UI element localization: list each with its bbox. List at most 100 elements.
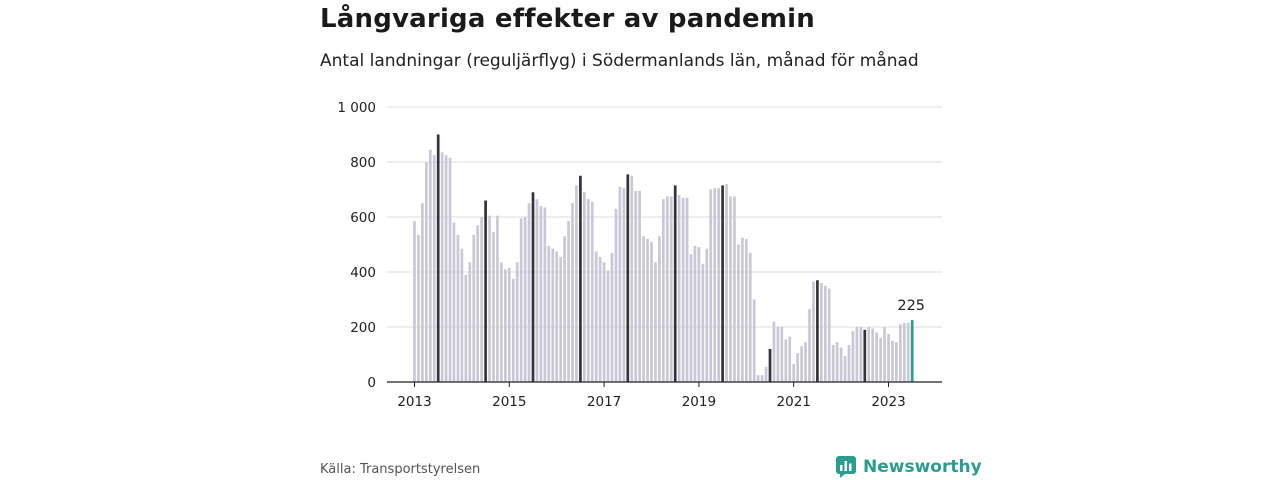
- bar: [638, 190, 641, 383]
- bar: [796, 353, 799, 383]
- bar: [729, 196, 732, 383]
- bar: [906, 322, 910, 383]
- bar: [551, 248, 555, 383]
- bar: [772, 321, 776, 382]
- newsworthy-logo[interactable]: Newsworthy: [835, 455, 982, 479]
- bar: [847, 344, 851, 383]
- bar-july: [863, 329, 867, 382]
- bar: [875, 332, 878, 382]
- bar: [606, 270, 610, 383]
- bar: [776, 327, 780, 382]
- bar: [440, 152, 444, 383]
- bar: [792, 364, 796, 383]
- bar: [567, 221, 570, 383]
- bar: [583, 192, 586, 382]
- bar: [867, 327, 871, 382]
- bar: [717, 188, 720, 383]
- bar: [480, 217, 483, 382]
- bar: [559, 256, 562, 383]
- bar-latest: [910, 320, 914, 383]
- bar: [887, 333, 890, 383]
- bar: [594, 251, 598, 383]
- bar: [701, 263, 705, 382]
- bar-july: [579, 175, 582, 382]
- bar: [413, 221, 416, 383]
- bar-july: [531, 192, 535, 382]
- bar: [543, 207, 547, 383]
- bar: [895, 342, 898, 383]
- bar: [642, 236, 645, 382]
- bar-july: [673, 185, 677, 383]
- bar: [523, 217, 527, 382]
- bar: [488, 215, 491, 383]
- bar-july: [721, 185, 724, 383]
- bar: [665, 196, 669, 383]
- bar: [602, 262, 606, 383]
- bar: [448, 157, 452, 382]
- bar: [575, 185, 578, 383]
- newsworthy-logo-text: Newsworthy: [863, 457, 982, 477]
- bar: [428, 149, 432, 383]
- bar: [634, 190, 638, 383]
- bar-july: [436, 134, 440, 382]
- axes: 0 200 400 600 800 1 000 2013 2015 2017 2019 2021 20…: [337, 100, 942, 410]
- bar: [851, 331, 855, 383]
- bar: [760, 375, 764, 383]
- bar: [752, 299, 756, 382]
- bar: [539, 206, 543, 382]
- bar: [737, 244, 740, 382]
- y-tick-label: 0: [367, 375, 376, 391]
- bar: [741, 237, 744, 383]
- chart-title: Långvariga effekter av pandemin: [320, 4, 815, 34]
- y-tick-label: 200: [350, 320, 376, 336]
- bar: [764, 366, 768, 383]
- bar: [590, 201, 594, 383]
- bar: [820, 283, 823, 382]
- bar: [622, 188, 626, 383]
- bar: [662, 199, 665, 383]
- bar: [614, 208, 618, 382]
- bar: [788, 336, 792, 383]
- x-tick-label: 2017: [587, 394, 621, 410]
- bar: [804, 342, 807, 383]
- bar: [500, 262, 503, 383]
- bar: [812, 281, 815, 383]
- bar: [646, 239, 649, 382]
- bar: [697, 247, 701, 382]
- bar: [417, 234, 420, 383]
- bar: [871, 328, 875, 383]
- x-tick-label: 2013: [397, 394, 431, 410]
- bar: [725, 184, 728, 382]
- bar: [891, 340, 894, 382]
- bar: [843, 355, 847, 383]
- bars: [413, 134, 914, 383]
- bar: [654, 262, 657, 383]
- x-tick-label: 2023: [871, 394, 905, 410]
- newsworthy-logo-icon: [836, 456, 856, 478]
- bar: [421, 203, 424, 382]
- bar: [677, 195, 681, 382]
- bar: [808, 309, 811, 383]
- bar: [744, 239, 748, 382]
- bar: [460, 248, 464, 383]
- bar: [586, 199, 590, 383]
- bar: [492, 232, 495, 383]
- bar: [831, 344, 835, 383]
- bar: [456, 234, 460, 383]
- bar: [733, 196, 736, 383]
- bar: [784, 339, 788, 383]
- chart-subtitle: Antal landningar (reguljärflyg) i Söderm…: [320, 51, 919, 71]
- source-note: Källa: Transportstyrelsen: [320, 462, 481, 477]
- bar: [464, 274, 468, 382]
- bar: [432, 155, 436, 383]
- bar: [855, 327, 859, 382]
- y-tick-label: 400: [350, 265, 376, 281]
- bar: [610, 252, 614, 382]
- bar: [527, 203, 531, 382]
- bar: [879, 338, 882, 382]
- bar: [650, 241, 653, 382]
- bar-july: [816, 280, 819, 382]
- bar: [476, 225, 480, 382]
- bar: [681, 197, 685, 382]
